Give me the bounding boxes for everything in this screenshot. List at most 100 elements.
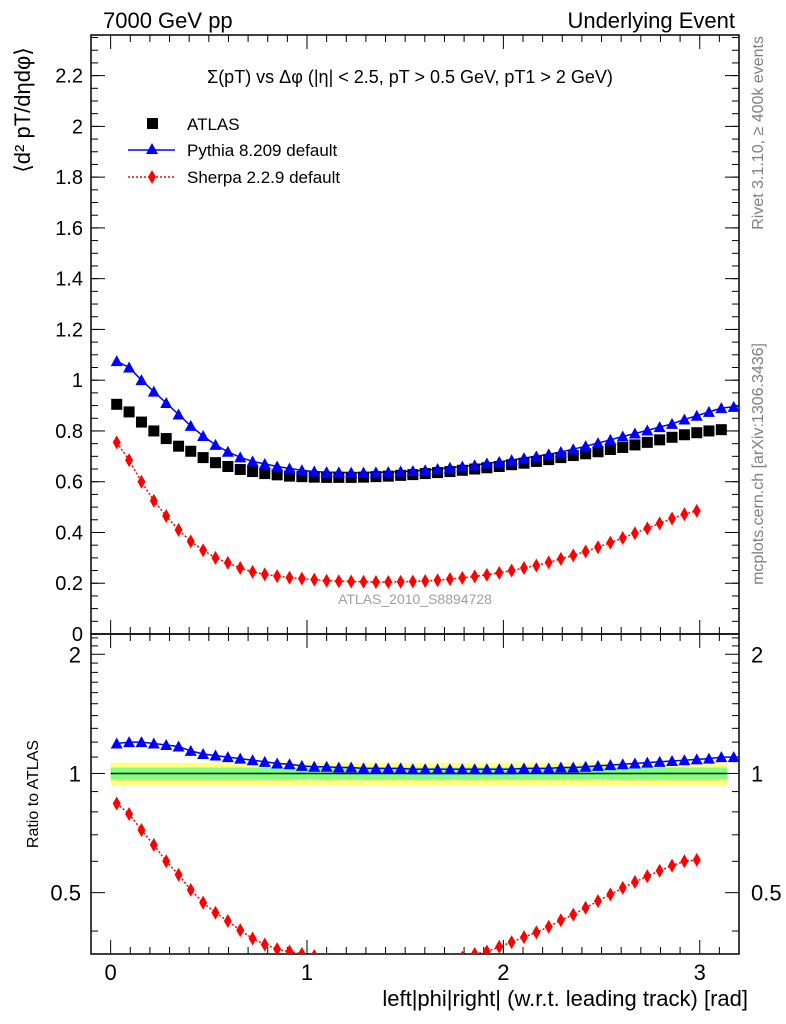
sherpa-point: [519, 561, 528, 576]
ratio-y-tick-label-left: 2: [69, 642, 81, 667]
atlas-point: [284, 470, 296, 482]
sherpa-point: [421, 573, 430, 588]
atlas-point: [123, 406, 135, 418]
sherpa-point: [260, 567, 269, 582]
pythia-ratio-point: [332, 761, 345, 773]
main-plot-panel: 0 0.2 0.4 0.6 0.8 1 1.2 1.4 1.6 1.8 2 2.2 Σ(pT) vs …: [10, 34, 740, 646]
pythia-point: [517, 452, 530, 464]
sherpa-point: [556, 551, 565, 566]
atlas-point: [222, 460, 234, 472]
atlas-point: [617, 441, 629, 453]
sherpa-point: [273, 569, 282, 584]
pythia-point: [604, 433, 617, 445]
pythia-ratio-point: [197, 747, 210, 759]
pythia-point: [320, 466, 333, 478]
pythia-ratio-point: [160, 738, 173, 750]
sherpa-point: [594, 540, 603, 555]
y-tick-label: 1.8: [55, 167, 83, 189]
sherpa-point: [199, 543, 208, 558]
sherpa-ratio-point: [186, 882, 195, 897]
ratio-y-tick-label-right: 1: [751, 761, 763, 786]
atlas-point: [715, 424, 727, 436]
sherpa-ratio-point: [137, 822, 146, 837]
rivet-note: Rivet 3.1.10, ≥ 400k events: [750, 36, 767, 230]
sherpa-ratio-point: [556, 913, 565, 928]
y-tick-label: 1: [72, 370, 83, 392]
y-tick-label: 0.2: [55, 573, 83, 595]
pythia-ratio-point: [702, 752, 715, 764]
pythia-point: [443, 461, 456, 473]
sherpa-point: [655, 516, 664, 531]
sherpa-ratio-point: [248, 931, 257, 946]
atlas-point: [555, 452, 567, 464]
sherpa-point: [606, 535, 615, 550]
sherpa-point: [630, 526, 639, 541]
pythia-ratio-point: [628, 757, 641, 769]
sherpa-point: [396, 574, 405, 589]
sherpa-point: [359, 574, 368, 589]
pythia-point: [666, 417, 679, 429]
sherpa-point: [445, 572, 454, 587]
y-tick-label: 0.6: [55, 472, 83, 494]
pythia-ratio-point: [419, 763, 432, 775]
ratio-plot-series: [110, 736, 739, 971]
atlas-point: [247, 466, 259, 478]
atlas-point: [567, 450, 579, 462]
sherpa-ratio-point: [311, 948, 318, 954]
pythia-point: [715, 402, 728, 414]
sherpa-ratio-point: [236, 923, 245, 938]
atlas-point: [135, 416, 147, 428]
sherpa-ratio-point: [409, 957, 417, 971]
pythia-ratio-point: [172, 740, 185, 752]
main-plot-title: Σ(pT) vs Δφ (|η| < 2.5, pT > 0.5 GeV, pT…: [207, 67, 613, 87]
pythia-ratio-point: [616, 758, 629, 770]
atlas-point: [197, 452, 209, 464]
y-tick-label: 1.4: [55, 269, 83, 291]
pythia-ratio-point: [209, 749, 222, 761]
atlas-point: [333, 471, 345, 483]
analysis-watermark: ATLAS_2010_S8894728: [338, 591, 492, 607]
pythia-point: [160, 397, 173, 409]
pythia-point: [456, 460, 469, 472]
atlas-point: [530, 455, 542, 467]
pythia-ratio-point: [493, 763, 506, 775]
x-tick-labels: 0 1 2 3: [105, 960, 706, 985]
pythia-ratio-point: [468, 763, 481, 775]
pythia-point: [357, 466, 370, 478]
legend: ATLAS Pythia 8.209 default Sherpa 2.2.9 …: [128, 115, 340, 187]
sherpa-ratio-point: [449, 952, 451, 954]
pythia-ratio-point: [258, 755, 271, 767]
sherpa-point: [507, 563, 516, 578]
sherpa-point: [408, 574, 417, 589]
pythia-point: [197, 430, 210, 442]
legend-atlas-marker: [147, 118, 158, 129]
pythia-point: [246, 455, 259, 467]
pythia-point: [727, 400, 739, 412]
sherpa-ratio-point: [507, 935, 516, 950]
sherpa-ratio-point: [655, 863, 664, 878]
atlas-point: [604, 443, 616, 455]
sherpa-point: [162, 508, 171, 523]
pythia-ratio-point: [184, 744, 197, 756]
pythia-ratio-point: [406, 763, 419, 775]
sherpa-ratio-point: [544, 919, 553, 934]
pythia-point: [406, 465, 419, 477]
pythia-point: [542, 448, 555, 460]
pythia-point: [530, 450, 543, 462]
pythia-point: [394, 465, 407, 477]
pythia-point: [480, 457, 493, 469]
sherpa-ratio-point: [460, 950, 465, 954]
y-tick-label: 1.6: [55, 218, 83, 240]
main-plot-ticks: [91, 35, 739, 635]
pythia-point: [209, 438, 222, 450]
pythia-ratio-point: [123, 736, 136, 748]
pythia-ratio-point: [554, 761, 567, 773]
atlas-point: [691, 427, 703, 439]
pythia-ratio-point: [431, 763, 444, 775]
atlas-point: [629, 439, 641, 451]
legend-sherpa-label: Sherpa 2.2.9 default: [187, 168, 340, 187]
pythia-ratio-point: [530, 762, 543, 774]
sherpa-ratio-point: [360, 956, 368, 970]
pythia-point: [419, 464, 432, 476]
pythia-point: [653, 421, 666, 433]
